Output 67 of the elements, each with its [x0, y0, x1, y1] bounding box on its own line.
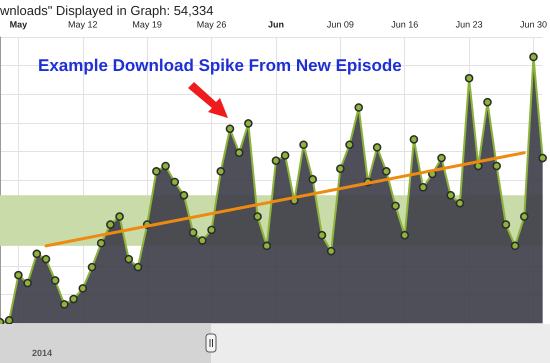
point: [510, 242, 520, 250]
point: [244, 119, 253, 128]
point: [216, 167, 226, 176]
point: [318, 230, 326, 240]
point: [326, 246, 336, 256]
annotation: Example Download Spike From New Episode: [38, 56, 402, 76]
point: [372, 143, 382, 152]
point: [161, 162, 170, 170]
point: [124, 254, 134, 264]
point: [418, 183, 428, 192]
point: [4, 316, 14, 325]
point: [382, 167, 391, 176]
point: [78, 284, 88, 293]
point: [207, 226, 216, 234]
point: [23, 278, 32, 288]
point: [529, 52, 538, 62]
point: [483, 98, 492, 106]
point: [253, 212, 262, 221]
x-tick-label: May 19: [132, 20, 162, 30]
point: [96, 238, 106, 248]
x-tick-label: Jun 30: [520, 20, 548, 30]
navigator-panel: 2014: [0, 324, 550, 363]
point: [410, 135, 418, 144]
point: [391, 202, 400, 210]
point: [152, 167, 161, 176]
point: [437, 154, 446, 162]
point: [262, 242, 271, 250]
point: [14, 270, 23, 280]
point: [538, 154, 547, 162]
point: [502, 220, 510, 229]
point: [42, 254, 50, 264]
point: [60, 300, 69, 309]
chart-title: wnloads" Displayed in Graph: 54,334: [0, 3, 214, 18]
point: [400, 230, 409, 240]
point: [345, 140, 354, 149]
point: [492, 162, 501, 170]
point: [299, 140, 308, 149]
point: [106, 220, 115, 229]
point: [336, 164, 345, 173]
x-tick-label: Jun 09: [326, 20, 354, 30]
point: [180, 191, 188, 200]
point: [32, 250, 42, 258]
point: [354, 103, 363, 112]
point: [474, 162, 483, 170]
point: [198, 236, 207, 245]
point: [134, 262, 142, 272]
point: [456, 199, 464, 208]
point: [69, 294, 78, 304]
point: [272, 156, 280, 165]
point: [280, 151, 290, 160]
x-tick-label: Jun: [268, 20, 284, 30]
point: [115, 212, 124, 221]
point: [88, 262, 96, 272]
x-tick-label: Jun 16: [391, 20, 418, 30]
point: [226, 124, 234, 134]
x-tick-label: May 26: [196, 20, 226, 30]
x-tick-label: May 12: [68, 20, 98, 30]
point: [464, 74, 474, 82]
point: [170, 178, 180, 186]
point: [188, 228, 198, 237]
point: [234, 148, 244, 157]
point: [520, 212, 529, 221]
point: [50, 276, 60, 285]
point: [446, 191, 455, 200]
point: [308, 175, 317, 184]
x-tick-label: Jun 23: [456, 20, 483, 30]
x-tick-label: May: [10, 20, 28, 30]
